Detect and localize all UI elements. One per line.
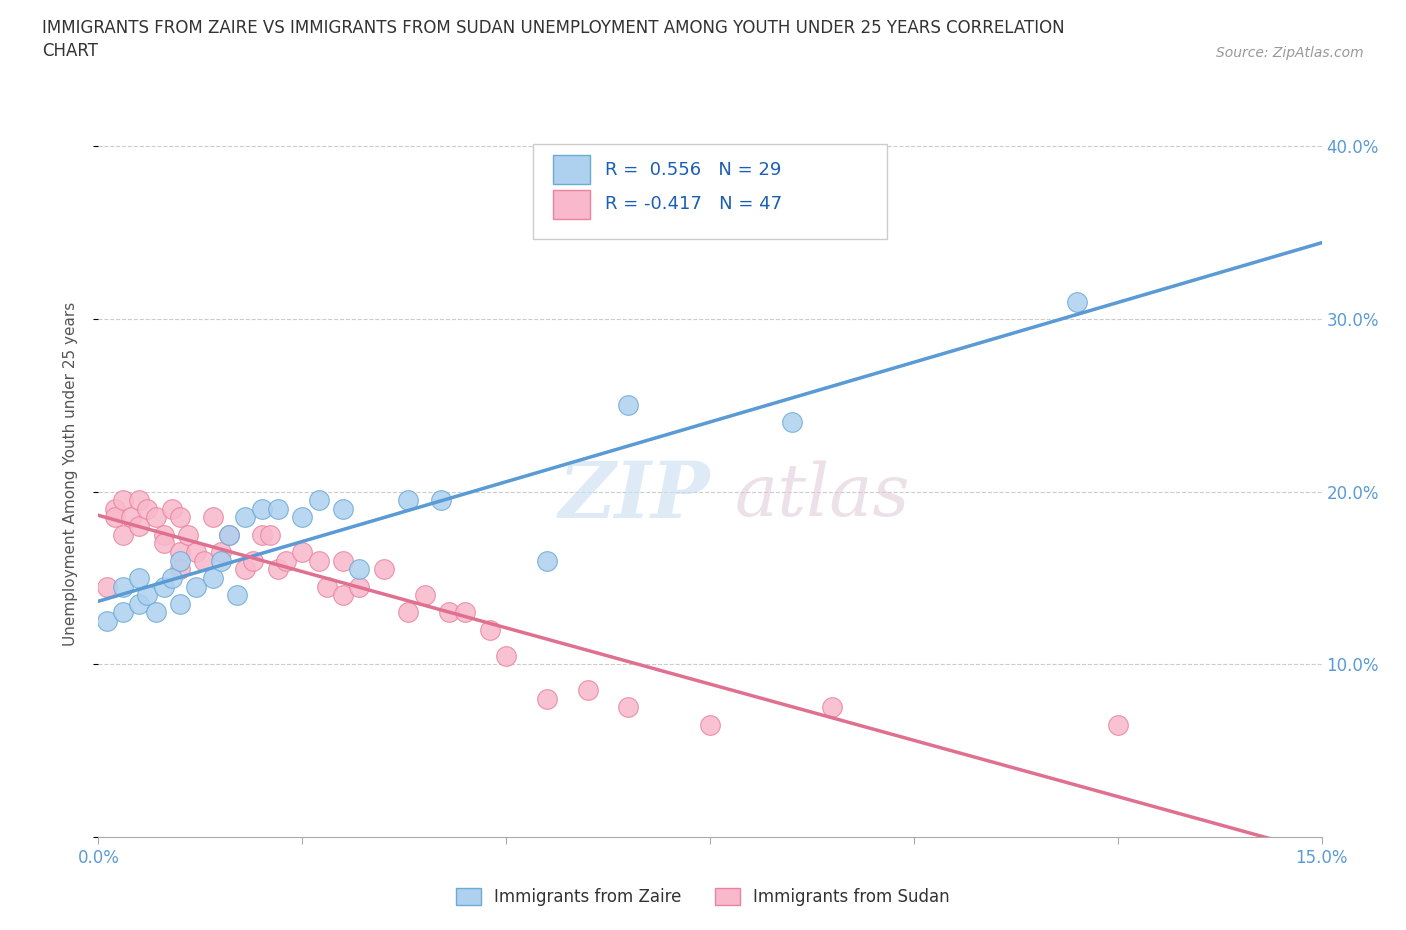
Point — [111, 579, 134, 594]
Point — [373, 562, 395, 577]
Point — [274, 553, 297, 568]
Point — [617, 700, 640, 715]
Point — [536, 553, 558, 568]
Point — [821, 700, 844, 715]
Point — [169, 562, 191, 577]
Point — [780, 415, 803, 430]
Point — [201, 510, 224, 525]
Text: Source: ZipAtlas.com: Source: ZipAtlas.com — [1216, 46, 1364, 60]
Point — [396, 493, 419, 508]
FancyBboxPatch shape — [533, 144, 887, 239]
Point — [128, 596, 150, 611]
Point — [267, 501, 290, 516]
Point — [152, 527, 174, 542]
Point — [308, 493, 330, 508]
Point — [699, 717, 721, 732]
Point — [177, 527, 200, 542]
Point — [209, 545, 232, 560]
Point — [233, 510, 256, 525]
Point — [218, 527, 240, 542]
Text: atlas: atlas — [734, 460, 910, 531]
Point — [315, 579, 337, 594]
Text: R =  0.556   N = 29: R = 0.556 N = 29 — [605, 161, 782, 179]
Point — [291, 545, 314, 560]
Point — [111, 605, 134, 620]
Point — [128, 519, 150, 534]
Point — [169, 510, 191, 525]
Point — [250, 527, 273, 542]
Point — [169, 596, 191, 611]
Point — [136, 501, 159, 516]
Point — [104, 510, 127, 525]
Point — [478, 622, 501, 637]
Point — [430, 493, 453, 508]
Point — [152, 536, 174, 551]
Point — [218, 527, 240, 542]
Point — [186, 579, 208, 594]
Text: R = -0.417   N = 47: R = -0.417 N = 47 — [605, 195, 782, 214]
Point — [136, 588, 159, 603]
Point — [193, 553, 215, 568]
Point — [169, 545, 191, 560]
Point — [250, 501, 273, 516]
Point — [536, 691, 558, 706]
Point — [209, 553, 232, 568]
Point — [396, 605, 419, 620]
Point — [104, 501, 127, 516]
Point — [152, 579, 174, 594]
Point — [267, 562, 290, 577]
Point — [169, 553, 191, 568]
Point — [349, 579, 371, 594]
Point — [233, 562, 256, 577]
Point — [201, 570, 224, 585]
Point — [128, 570, 150, 585]
Point — [242, 553, 264, 568]
Point — [111, 527, 134, 542]
Point — [576, 683, 599, 698]
Point — [291, 510, 314, 525]
Point — [617, 398, 640, 413]
Y-axis label: Unemployment Among Youth under 25 years: Unemployment Among Youth under 25 years — [63, 302, 77, 646]
Point — [226, 588, 249, 603]
Point — [96, 579, 118, 594]
Point — [1066, 294, 1088, 309]
Point — [349, 562, 371, 577]
Text: ZIP: ZIP — [558, 458, 710, 535]
FancyBboxPatch shape — [554, 155, 591, 184]
Point — [437, 605, 460, 620]
Point — [495, 648, 517, 663]
Point — [145, 605, 167, 620]
Point — [308, 553, 330, 568]
Point — [1107, 717, 1129, 732]
Point — [96, 614, 118, 629]
Text: IMMIGRANTS FROM ZAIRE VS IMMIGRANTS FROM SUDAN UNEMPLOYMENT AMONG YOUTH UNDER 25: IMMIGRANTS FROM ZAIRE VS IMMIGRANTS FROM… — [42, 19, 1064, 60]
Point — [186, 545, 208, 560]
Point — [111, 493, 134, 508]
FancyBboxPatch shape — [554, 190, 591, 219]
Point — [332, 588, 354, 603]
Point — [413, 588, 436, 603]
Point — [160, 570, 183, 585]
Legend: Immigrants from Zaire, Immigrants from Sudan: Immigrants from Zaire, Immigrants from S… — [450, 881, 956, 912]
Point — [259, 527, 281, 542]
Point — [145, 510, 167, 525]
Point — [332, 553, 354, 568]
Point — [160, 501, 183, 516]
Point — [128, 493, 150, 508]
Point — [332, 501, 354, 516]
Point — [120, 510, 142, 525]
Point — [454, 605, 477, 620]
